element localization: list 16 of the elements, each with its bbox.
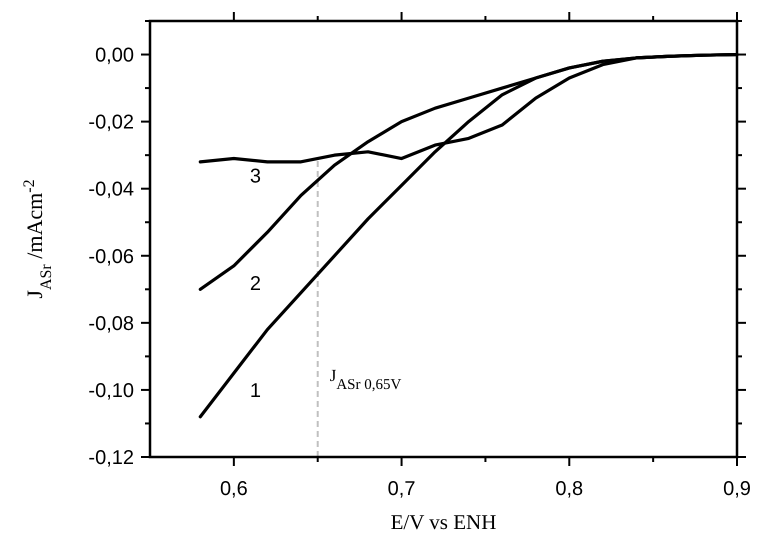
y-tick-label: -0,06 xyxy=(88,246,134,268)
y-tick-label: -0,12 xyxy=(88,447,134,469)
y-tick-label: -0,04 xyxy=(88,178,134,201)
series-label: 3 xyxy=(250,166,261,188)
ref-line-label: J$_{ASr 0,65V}$ xyxy=(330,366,402,393)
x-tick-label: 0,8 xyxy=(555,478,584,500)
series-label: 1 xyxy=(250,380,261,402)
y-tick-label: -0,02 xyxy=(88,112,134,134)
y-tick-label: -0,08 xyxy=(88,312,134,335)
y-tick-label: -0,10 xyxy=(88,380,134,402)
x-axis-title: E/V vs ENH xyxy=(390,510,496,534)
x-tick-label: 0,9 xyxy=(723,478,751,500)
series-label: 2 xyxy=(250,272,261,295)
x-tick-label: 0,6 xyxy=(220,478,248,500)
y-tick-label: 0,00 xyxy=(95,44,134,67)
x-tick-label: 0,7 xyxy=(388,478,416,500)
